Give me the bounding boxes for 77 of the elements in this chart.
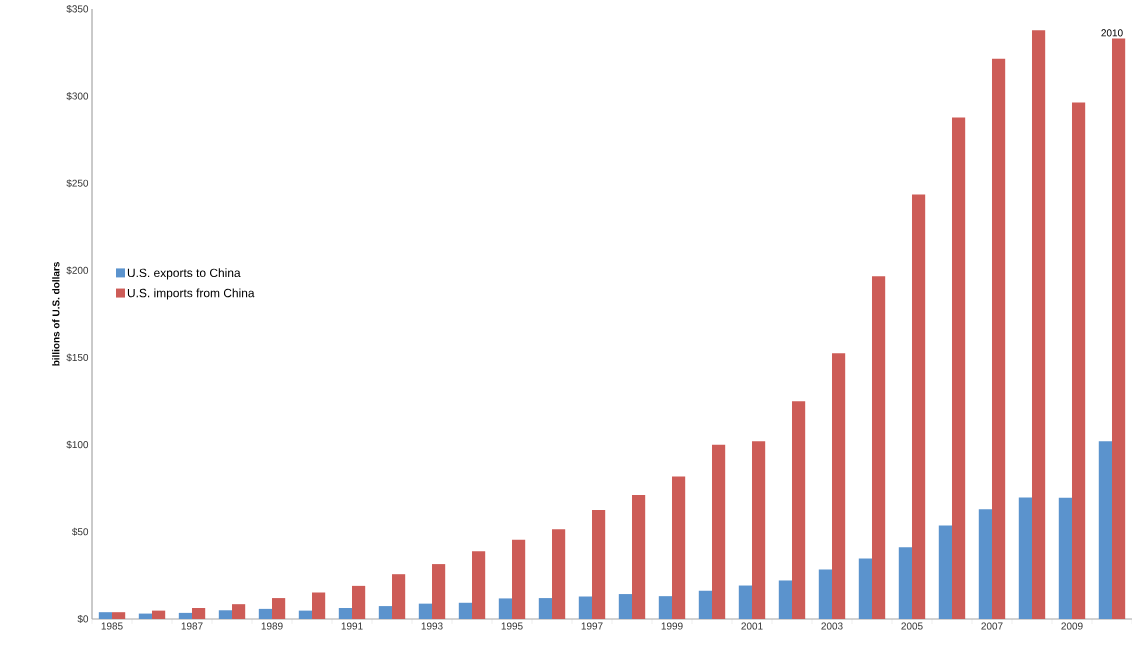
bar	[352, 585, 366, 619]
y-tick-label: $100	[66, 440, 89, 449]
bar	[672, 476, 686, 619]
bar	[178, 612, 193, 619]
x-tick-label: 1997	[581, 622, 603, 630]
legend-label: U.S. imports from China	[127, 288, 255, 300]
bar	[858, 558, 872, 619]
bar	[698, 590, 712, 619]
bar	[578, 596, 592, 619]
x-tick-label: 2007	[981, 622, 1003, 630]
x-tick-label: 1993	[421, 622, 443, 630]
x-tick-label: 1987	[181, 622, 203, 630]
bar	[978, 509, 992, 619]
x-tick-label: 2001	[741, 622, 763, 630]
bar	[712, 444, 726, 619]
bar	[938, 525, 952, 619]
x-tick-label: 1995	[501, 622, 523, 630]
bar	[632, 494, 646, 619]
y-tick-label: $300	[66, 92, 89, 101]
bar	[1018, 497, 1032, 619]
bar	[738, 585, 752, 619]
bar	[218, 610, 233, 619]
bar	[298, 610, 312, 619]
bar	[538, 598, 552, 619]
y-tick-label: $50	[71, 527, 89, 536]
x-tick-label: 2005	[901, 622, 923, 630]
bar	[418, 603, 432, 619]
bar	[1111, 38, 1126, 619]
bar	[752, 441, 766, 619]
bar	[512, 539, 526, 619]
bar	[778, 580, 792, 619]
bar	[818, 569, 832, 619]
bar	[498, 598, 512, 619]
bar	[991, 58, 1006, 619]
bar	[792, 401, 806, 619]
bar	[898, 547, 912, 619]
x-tick-label: 1991	[341, 622, 363, 630]
bar	[911, 194, 926, 619]
bar	[98, 612, 113, 619]
bar	[458, 602, 472, 619]
bar	[112, 612, 126, 619]
bar	[871, 276, 886, 619]
bar	[432, 564, 446, 619]
bar	[392, 574, 406, 619]
y-tick-label: $250	[66, 179, 89, 188]
bar	[658, 596, 672, 619]
legend-label: U.S. exports to China	[127, 268, 241, 280]
bar	[1031, 30, 1046, 619]
x-tick-label: 1989	[261, 622, 283, 630]
bar	[1058, 497, 1072, 619]
bar	[138, 613, 153, 619]
bar	[592, 509, 606, 619]
bar	[831, 353, 846, 619]
bar	[472, 551, 486, 619]
bar	[618, 594, 632, 619]
x-tick-label: 1999	[661, 622, 683, 630]
x-tick-label: 2009	[1061, 622, 1083, 630]
bar	[338, 608, 352, 619]
x-tick-label: 2003	[821, 622, 843, 630]
x-tick-label: 1985	[101, 622, 123, 630]
bar	[378, 606, 392, 619]
bar	[192, 608, 206, 619]
annotation: 2010	[1101, 29, 1123, 37]
bar	[1098, 441, 1112, 619]
y-tick-label: $200	[66, 266, 89, 275]
y-tick-label: $150	[66, 353, 89, 362]
bar	[312, 592, 326, 619]
bar	[152, 610, 166, 619]
bar	[232, 604, 246, 619]
bar	[272, 598, 286, 619]
y-tick-label: $0	[77, 614, 89, 624]
bar	[1071, 102, 1086, 619]
bar	[951, 117, 966, 619]
bar	[258, 608, 273, 619]
y-tick-label: $350	[66, 4, 89, 14]
y-axis-title: billions of U.S. dollars	[52, 262, 60, 366]
bar	[552, 529, 566, 619]
